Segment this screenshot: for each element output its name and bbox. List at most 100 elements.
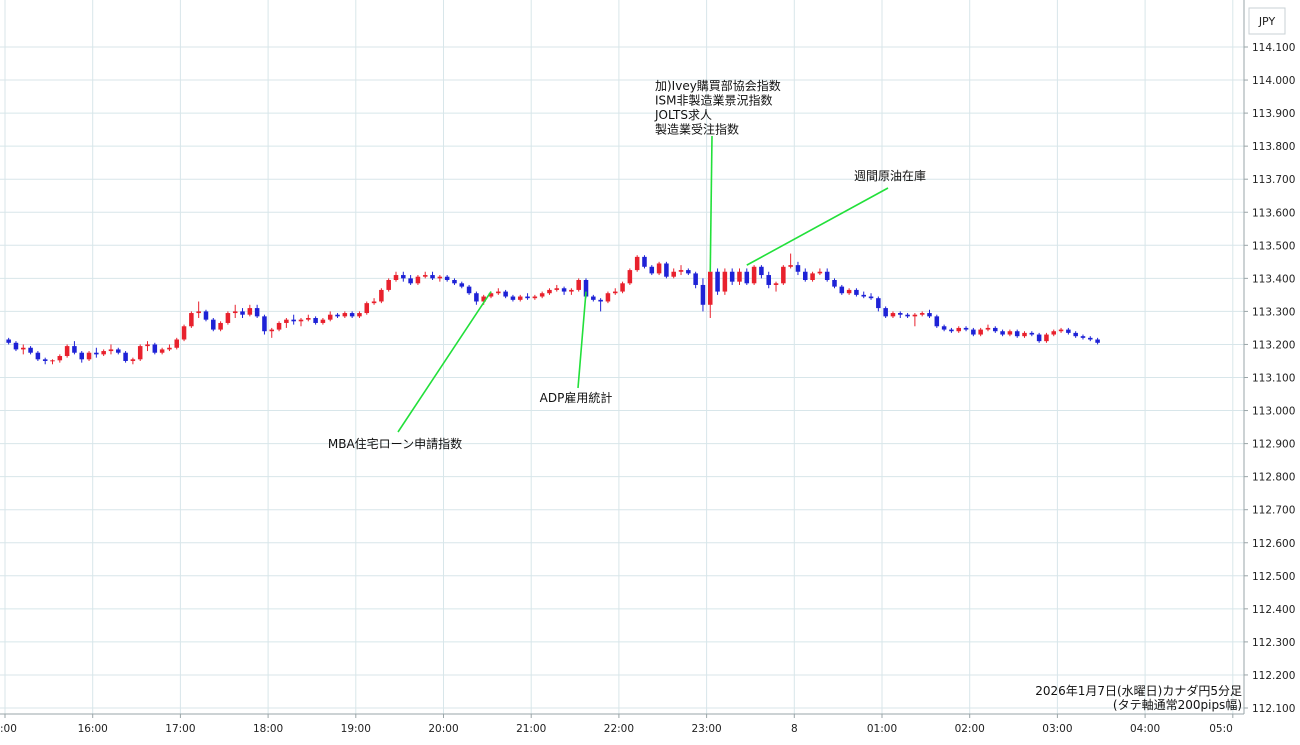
candle	[919, 311, 925, 317]
candle	[1051, 329, 1057, 337]
candle-body	[642, 256, 647, 267]
candle-body	[240, 311, 245, 315]
candle	[591, 294, 596, 302]
y-tick-label: 112.700	[1252, 505, 1295, 517]
candle-body	[496, 291, 501, 294]
candle-body	[963, 327, 969, 330]
candle	[1044, 332, 1049, 343]
candle-body	[583, 280, 589, 297]
candle-body	[744, 271, 750, 284]
y-tick-label: 114.000	[1252, 75, 1295, 87]
candle-body	[627, 270, 633, 284]
candle-body	[1044, 334, 1049, 342]
candle	[269, 327, 275, 338]
candle	[759, 265, 764, 279]
candle	[773, 281, 779, 292]
candle-body	[919, 313, 925, 315]
candle	[781, 265, 786, 285]
candle	[612, 288, 618, 295]
candle-body	[408, 278, 413, 284]
candle-body	[686, 270, 691, 274]
candle-body	[781, 266, 786, 284]
candle	[211, 318, 216, 332]
candle	[993, 326, 998, 333]
x-tick-label: 05:0	[1209, 723, 1233, 735]
candle	[437, 275, 443, 282]
candle	[824, 268, 830, 282]
candle	[627, 268, 633, 285]
candle-body	[386, 280, 391, 290]
candle-body	[50, 360, 55, 362]
y-tick-label: 113.200	[1252, 339, 1295, 351]
candle-body	[481, 296, 486, 302]
candle-body	[269, 329, 275, 332]
candle-body	[137, 346, 143, 360]
candle-body	[671, 271, 676, 277]
candle	[751, 265, 757, 285]
candle-body	[715, 271, 720, 292]
candle	[444, 275, 450, 282]
candle	[174, 337, 180, 350]
candle	[1095, 337, 1100, 345]
candle-body	[985, 327, 991, 330]
candle-body	[737, 271, 742, 282]
candle-body	[591, 296, 596, 300]
y-tick-label: 112.500	[1252, 571, 1295, 583]
candle-body	[759, 266, 764, 276]
candle	[349, 311, 355, 319]
candle-body	[1088, 337, 1093, 340]
candle-body	[1007, 331, 1013, 335]
candle	[795, 261, 801, 276]
candle-body	[254, 308, 260, 317]
x-tick-label: 18:00	[253, 723, 283, 735]
candle	[79, 351, 85, 363]
candle	[466, 284, 472, 295]
candle	[890, 311, 896, 319]
candle	[817, 268, 823, 276]
candle	[634, 255, 640, 272]
candle-body	[832, 280, 837, 287]
candle	[802, 268, 808, 282]
candle	[985, 324, 991, 332]
candle-body	[700, 284, 706, 305]
candle	[415, 275, 421, 285]
candle	[949, 327, 954, 333]
candle	[671, 268, 676, 279]
annotation-label: 週間原油在庫	[854, 169, 926, 183]
candle	[371, 298, 377, 305]
candle	[729, 268, 735, 285]
candle-body	[284, 319, 289, 323]
candle-body	[1066, 329, 1071, 333]
candle	[1022, 331, 1027, 338]
axis-layer: JPY	[0, 0, 1286, 715]
candle	[927, 309, 932, 319]
candle	[868, 293, 874, 300]
info-line-2: (タテ軸通常200pips幅)	[1113, 697, 1242, 712]
candle	[744, 268, 750, 285]
candle-body	[576, 280, 581, 290]
annotation-label: JOLTS求人	[654, 108, 712, 122]
candle	[189, 311, 194, 328]
y-tick-label: 113.000	[1252, 406, 1295, 418]
candle-body	[364, 303, 370, 314]
candle-body	[1073, 332, 1078, 337]
candle	[963, 326, 969, 332]
candle	[254, 304, 260, 319]
y-tick-label: 113.800	[1252, 141, 1295, 153]
candle-body	[532, 296, 538, 299]
candle-body	[430, 275, 435, 279]
candle-body	[203, 311, 209, 320]
candle	[1073, 331, 1078, 338]
candle-body	[649, 266, 655, 274]
candle-body	[379, 289, 384, 302]
candle	[700, 278, 706, 312]
annotation-label: 加)Ivey購買部協会指数	[655, 78, 781, 93]
y-tick-label: 113.600	[1252, 207, 1295, 219]
candle	[94, 347, 99, 358]
candle	[496, 288, 501, 295]
candle-body	[437, 276, 443, 279]
candle-body	[620, 283, 625, 292]
candle	[232, 304, 238, 319]
x-tick-label: 04:00	[1130, 723, 1160, 735]
